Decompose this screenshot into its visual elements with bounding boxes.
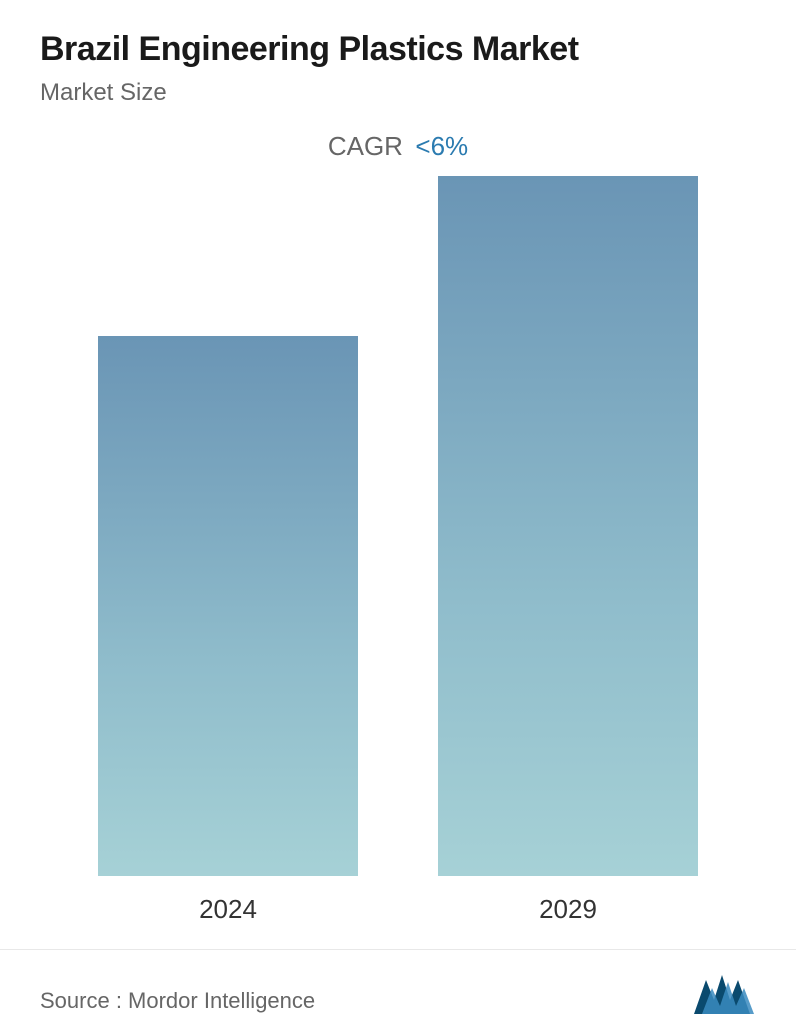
bar-0 [98, 336, 358, 876]
chart-container: Brazil Engineering Plastics Market Marke… [0, 0, 796, 1034]
source-text: Source : Mordor Intelligence [40, 988, 315, 1014]
chart-plot-area: 2024 2029 [40, 172, 756, 945]
cagr-row: CAGR <6% [40, 131, 756, 162]
footer: Source : Mordor Intelligence [40, 958, 756, 1014]
bar-group-0: 2024 [98, 336, 358, 925]
cagr-label: CAGR [328, 131, 403, 161]
bar-group-1: 2029 [438, 176, 698, 925]
footer-divider [0, 949, 796, 950]
mordor-logo-icon [694, 970, 756, 1014]
chart-title: Brazil Engineering Plastics Market [40, 30, 756, 69]
bar-label-1: 2029 [539, 894, 597, 925]
chart-subtitle: Market Size [40, 79, 756, 107]
bar-label-0: 2024 [199, 894, 257, 925]
cagr-value: <6% [415, 131, 468, 161]
bar-1 [438, 176, 698, 876]
